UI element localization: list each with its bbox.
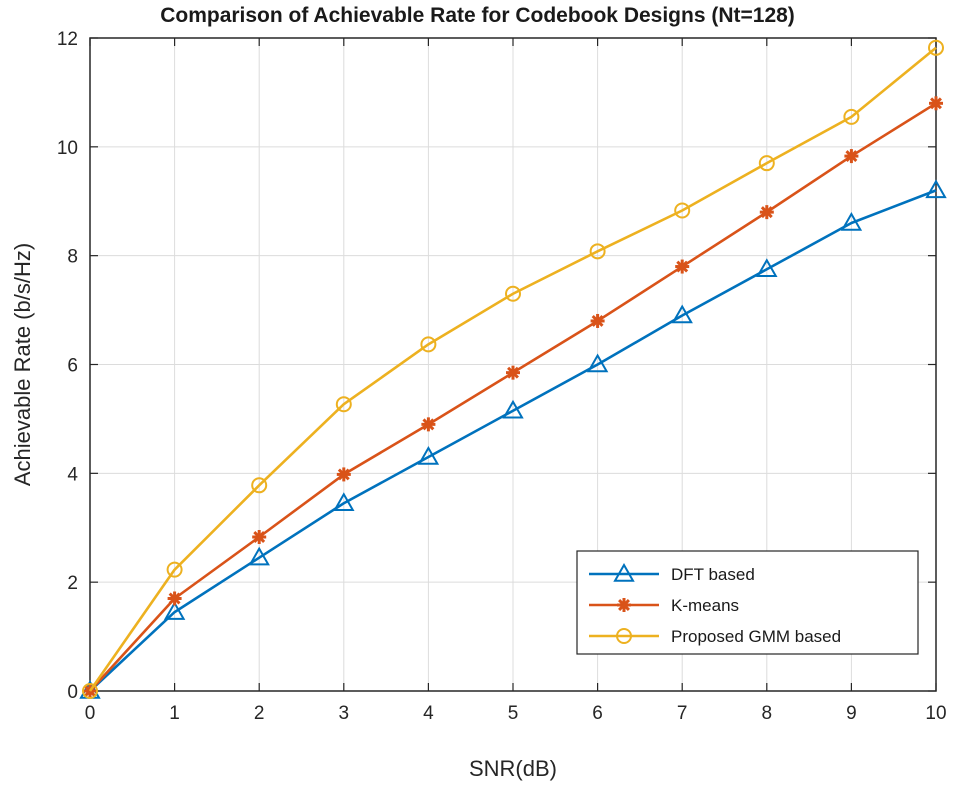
data-point-dft-based: [163, 601, 186, 620]
data-point-k-means: [421, 417, 436, 432]
y-tick-label: 2: [67, 573, 78, 594]
x-tick-label: 3: [339, 703, 350, 724]
data-point-proposed-gmm-based: [420, 336, 437, 353]
data-point-k-means: [252, 530, 267, 545]
y-tick-label: 4: [67, 464, 78, 485]
data-point-dft-based: [840, 212, 863, 231]
x-tick-label: 4: [423, 703, 434, 724]
data-point-proposed-gmm-based: [335, 396, 352, 413]
x-tick-label: 9: [846, 703, 857, 724]
data-point-dft-based: [333, 492, 355, 512]
x-axis-label: SNR(dB): [469, 756, 557, 781]
data-point-k-means: [506, 365, 520, 380]
legend-label-dft-based: DFT based: [671, 565, 755, 584]
x-tick-label: 0: [85, 703, 96, 724]
data-point-proposed-gmm-based: [589, 243, 606, 260]
data-point-k-means: [929, 96, 943, 111]
data-point-dft-based: [925, 179, 947, 199]
data-point-dft-based: [248, 546, 270, 566]
data-point-k-means: [844, 149, 859, 164]
x-tick-label: 7: [677, 703, 688, 724]
data-point-k-means: [675, 259, 690, 274]
y-tick-label: 6: [67, 356, 78, 377]
data-point-dft-based: [756, 258, 778, 278]
data-point-proposed-gmm-based: [928, 39, 944, 56]
legend-marker-proposed-gmm-based: [616, 628, 632, 644]
x-tick-label: 2: [254, 703, 265, 724]
series-line-dft-based: [89, 189, 937, 692]
data-point-proposed-gmm-based: [674, 202, 691, 219]
x-tick-label: 10: [925, 703, 946, 724]
x-tick-label: 6: [592, 703, 603, 724]
data-point-k-means: [759, 205, 774, 220]
data-point-proposed-gmm-based: [505, 285, 521, 302]
data-point-proposed-gmm-based: [843, 108, 860, 125]
data-point-dft-based: [671, 304, 693, 324]
x-tick-label: 8: [762, 703, 773, 724]
data-point-k-means: [590, 313, 605, 328]
legend-label-k-means: K-means: [671, 596, 739, 615]
data-point-proposed-gmm-based: [758, 155, 775, 172]
data-point-k-means: [167, 591, 182, 606]
legend-marker-dft-based: [613, 562, 635, 582]
y-tick-label: 0: [67, 682, 78, 703]
data-point-k-means: [336, 467, 351, 482]
data-point-dft-based: [586, 353, 609, 373]
x-tick-label: 5: [508, 703, 519, 724]
series-line-proposed-gmm-based: [88, 46, 937, 692]
data-point-dft-based: [417, 445, 440, 465]
data-point-dft-based: [502, 399, 524, 419]
y-tick-label: 8: [67, 247, 78, 268]
data-point-proposed-gmm-based: [251, 477, 268, 494]
legend-marker-k-means: [617, 598, 631, 612]
chart-title: Comparison of Achievable Rate for Codebo…: [160, 4, 795, 27]
y-tick-label: 12: [57, 29, 78, 50]
y-axis-label: Achievable Rate (b/s/Hz): [10, 243, 35, 486]
data-point-proposed-gmm-based: [166, 561, 183, 578]
series-proposed-gmm-based: [82, 39, 944, 699]
x-tick-label: 1: [169, 703, 180, 724]
legend: DFT based K-means Proposed GMM based: [576, 550, 919, 655]
data-point-proposed-gmm-based: [82, 683, 98, 699]
legend-label-proposed-gmm-based: Proposed GMM based: [671, 627, 841, 646]
y-tick-label: 10: [57, 138, 78, 159]
